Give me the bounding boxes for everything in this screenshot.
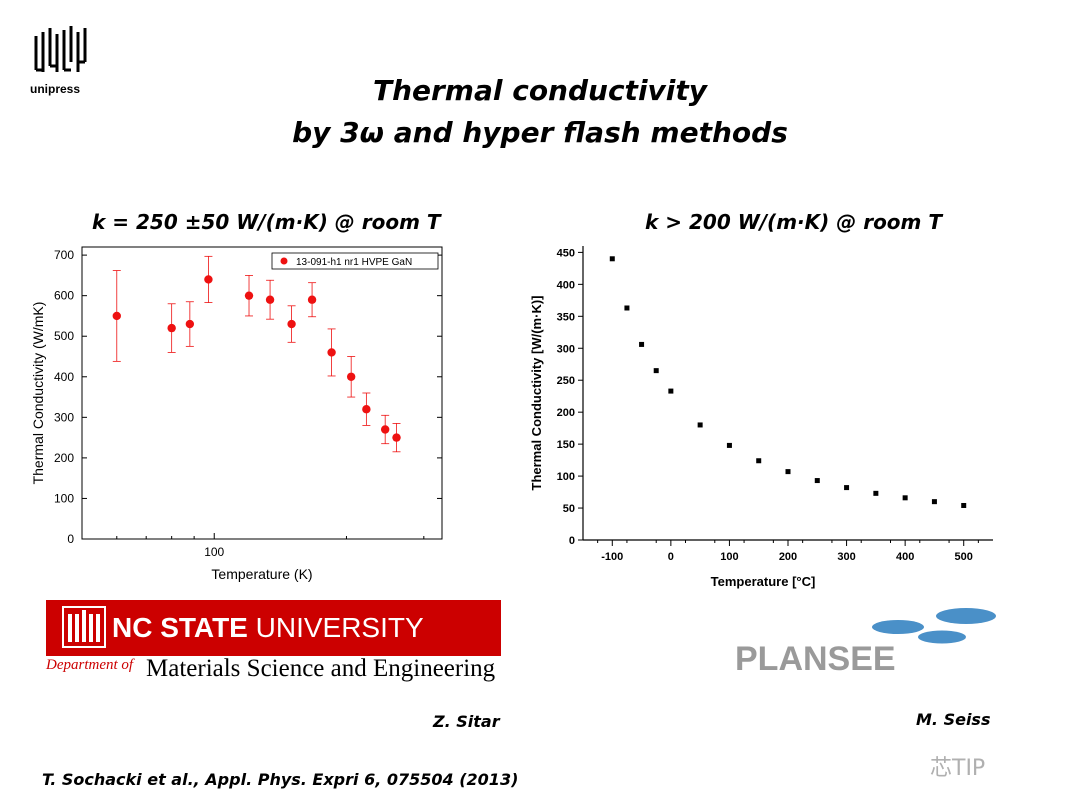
right-chart: 0 50 100 150 200 250 300 350 400 450 -100 0 100 200 30…	[529, 246, 993, 589]
right-y-tick-label: 150	[557, 439, 575, 451]
right-y-tick-label: 350	[557, 311, 575, 323]
left-data-point	[380, 425, 390, 434]
left-data-point	[167, 323, 176, 333]
left-data-point	[362, 405, 371, 414]
right-y-tick-label: 100	[557, 471, 575, 483]
right-y-tick-label: 50	[563, 503, 575, 515]
right-y-axis-label: Thermal Conductivity [W/(m·K)]	[529, 296, 544, 491]
right-y-tick-label: 200	[557, 407, 575, 419]
right-data-point	[844, 485, 850, 491]
left-y-tick-label: 300	[54, 410, 74, 424]
left-y-tick-label: 400	[54, 370, 74, 384]
right-data-point	[653, 368, 659, 374]
left-data-point	[112, 311, 121, 321]
right-data-point	[814, 478, 820, 484]
left-y-axis-label: Thermal Conductivity (W/mK)	[30, 302, 46, 485]
left-legend-label: 13-091-h1 nr1 HVPE GaN	[296, 257, 412, 268]
left-data-point	[265, 295, 275, 304]
right-data-point	[873, 490, 879, 496]
left-legend-box	[271, 252, 439, 270]
page-subtitle: by 3ω and hyper flash methods	[292, 116, 788, 149]
ncsu-logo-bar	[46, 600, 501, 656]
ncsu-dept-prefix: Department of	[46, 657, 134, 673]
left-x-tick-label: 100	[204, 545, 224, 559]
author-right: M. Seiss	[916, 710, 991, 729]
right-data-point	[697, 422, 703, 428]
right-data-point	[785, 469, 791, 475]
unipress-logo-icon	[34, 26, 87, 72]
page-title: Thermal conductivity	[372, 74, 708, 107]
left-data-point	[327, 348, 336, 357]
right-data-point	[639, 341, 645, 347]
left-y-tick-label: 700	[54, 248, 74, 262]
left-chart: 0 100 200 300 400 500 600 700 100 Temperature (K)…	[30, 246, 443, 582]
right-y-tick-label: 300	[557, 343, 575, 355]
left-data-point	[185, 319, 195, 329]
right-data-point	[668, 388, 674, 394]
left-y-tick-label: 0	[67, 532, 74, 546]
right-data-point	[624, 305, 630, 311]
left-data-point	[244, 291, 254, 300]
right-heading: k > 200 W/(m·K) @ room T	[645, 210, 942, 234]
right-y-tick-label: 450	[557, 247, 575, 259]
ncsu-building-icon	[62, 606, 106, 648]
plansee-logo-text: PLANSEE	[735, 640, 896, 678]
reference-citation: T. Sochacki et al., Appl. Phys. Expri 6,…	[42, 770, 519, 789]
right-y-tick-label: 0	[569, 535, 575, 547]
right-x-tick-label: 100	[720, 551, 738, 563]
right-x-tick-label: 500	[955, 551, 973, 563]
left-plot-frame	[81, 246, 443, 540]
left-data-point	[204, 275, 213, 284]
right-y-tick-label: 250	[557, 375, 575, 387]
left-y-tick-label: 100	[54, 491, 74, 505]
left-data-point	[307, 295, 317, 304]
right-x-tick-label: -100	[601, 551, 623, 563]
left-x-axis-label: Temperature (K)	[211, 566, 312, 582]
left-y-tick-label: 500	[54, 329, 74, 343]
right-data-point	[726, 442, 732, 448]
left-data-point	[392, 433, 401, 442]
left-data-point	[287, 319, 296, 329]
right-x-tick-label: 0	[668, 551, 674, 563]
right-data-point	[902, 495, 908, 501]
right-x-tick-label: 400	[896, 551, 914, 563]
ncsu-dept-name: Materials Science and Engineering	[146, 655, 496, 682]
watermark: 芯TIP	[930, 756, 986, 781]
left-legend-marker	[280, 257, 288, 265]
right-data-point	[756, 458, 762, 464]
ncsu-name: NC STATE UNIVERSITY	[112, 612, 424, 643]
left-data-point	[346, 372, 356, 381]
right-x-tick-label: 200	[779, 551, 797, 563]
author-left: Z. Sitar	[433, 712, 500, 731]
right-data-point	[931, 499, 937, 505]
left-y-tick-label: 600	[54, 289, 74, 303]
right-y-tick-label: 400	[557, 279, 575, 291]
right-x-axis-label: Temperature [°C]	[711, 574, 816, 589]
logo-text: unipress	[30, 82, 81, 96]
left-y-tick-label: 200	[54, 451, 74, 465]
plansee-logo-icon	[872, 608, 996, 644]
left-heading: k = 250 ±50 W/(m·K) @ room T	[92, 210, 441, 234]
right-data-point	[609, 256, 615, 262]
right-data-point	[961, 502, 967, 508]
right-x-tick-label: 300	[837, 551, 855, 563]
